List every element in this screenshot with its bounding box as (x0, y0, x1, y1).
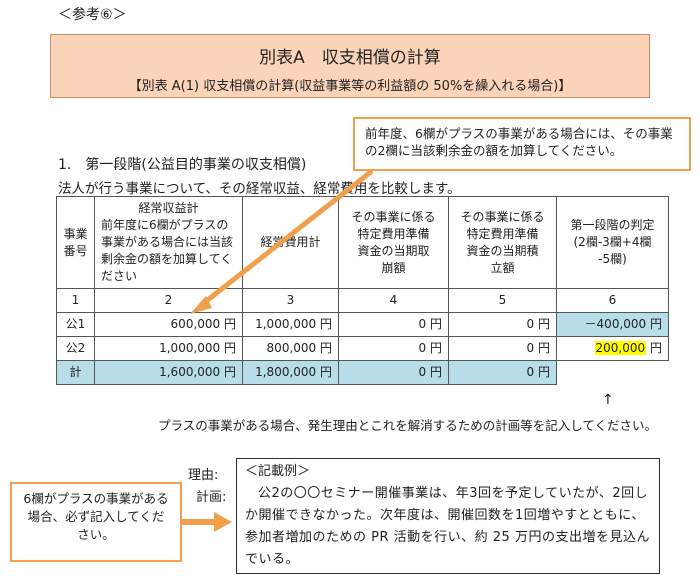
right-arrow-icon (182, 512, 232, 532)
callout-arrow-icon (190, 169, 374, 314)
total-cost: 1,800,000 円 (242, 360, 339, 385)
reason-label: 理由: (188, 468, 219, 483)
row-cost: 1,000,000 円 (242, 312, 339, 337)
column-number: 4 (338, 288, 449, 313)
example-heading: ＜記載例＞ (245, 464, 311, 479)
example-box: ＜記載例＞ 公2の〇〇セミナー開催事業は、年3回を予定していたが、2回しか開催で… (236, 458, 660, 574)
header-withdrawal: その事業に係る 特定費用準備 資金の当期取 崩額 (338, 196, 449, 289)
plus-note: プラスの事業がある場合、発生理由とこれを解消するための計画等を記入してください。 (158, 418, 658, 433)
total-revenue: 1,600,000 円 (94, 360, 243, 385)
header-revenue: 経常収益計 前年度に6欄がプラスの事業がある場合には当該剰余金の額を加算してくださ… (94, 196, 243, 289)
calculation-table: 事業 番号 経常収益計 前年度に6欄がプラスの事業がある場合には当該剰余金の額を加算… (56, 196, 669, 385)
up-arrow-icon: ↑ (602, 392, 614, 408)
table-header-row: 事業 番号 経常収益計 前年度に6欄がプラスの事業がある場合には当該剰余金の額を加算… (56, 196, 669, 289)
total-row: 計 1,600,000 円 1,800,000 円 0 円 0 円 (56, 360, 669, 385)
total-label: 計 (56, 360, 95, 385)
section-heading: 1. 第一段階(公益目的事業の収支相償) (58, 157, 307, 173)
table-row: 公2 1,000,000 円 800,000 円 0 円 0 円 200,000… (56, 336, 669, 361)
row-judgement: －400,000 円 (556, 312, 669, 337)
column-number: 6 (556, 288, 669, 313)
row-judgement: 200,000 円 (556, 336, 669, 361)
callout-left: 6欄がプラスの事業がある場合、必ず記入してください。 (10, 482, 182, 562)
total-accumulation: 0 円 (448, 360, 557, 385)
plan-label: 計画: (196, 490, 227, 505)
column-number-row: 1 2 3 4 5 6 (56, 288, 669, 313)
row-withdrawal: 0 円 (338, 336, 449, 361)
header-judgement: 第一段階の判定 (2欄-3欄+4欄 -5欄) (556, 196, 669, 289)
reference-label: ＜参考⑥＞ (58, 7, 127, 23)
total-withdrawal: 0 円 (338, 360, 449, 385)
section-description: 法人が行う事業について、その経常収益、経常費用を比較します。 (58, 181, 461, 197)
row-revenue: 1,000,000 円 (94, 336, 243, 361)
unit: 円 (649, 341, 662, 355)
column-number: 3 (242, 288, 339, 313)
example-body: 公2の〇〇セミナー開催事業は、年3回を予定していたが、2回しか開催できなかった。… (245, 486, 650, 567)
title-main: 別表A 収支相償の計算 (259, 48, 441, 68)
callout-top: 前年度、6欄がプラスの事業がある場合には、その事業の2欄に当該剰余金の額を加算し… (353, 117, 691, 171)
row-cost: 800,000 円 (242, 336, 339, 361)
title-subtitle: 【別表 A(1) 収支相償の計算(収益事業等の利益額の 50%を繰入れる場合)】 (128, 79, 572, 94)
row-revenue: 600,000 円 (94, 312, 243, 337)
highlighted-value: 200,000 (594, 341, 647, 355)
title-box: 別表A 収支相償の計算 【別表 A(1) 収支相償の計算(収益事業等の利益額の … (50, 34, 650, 98)
